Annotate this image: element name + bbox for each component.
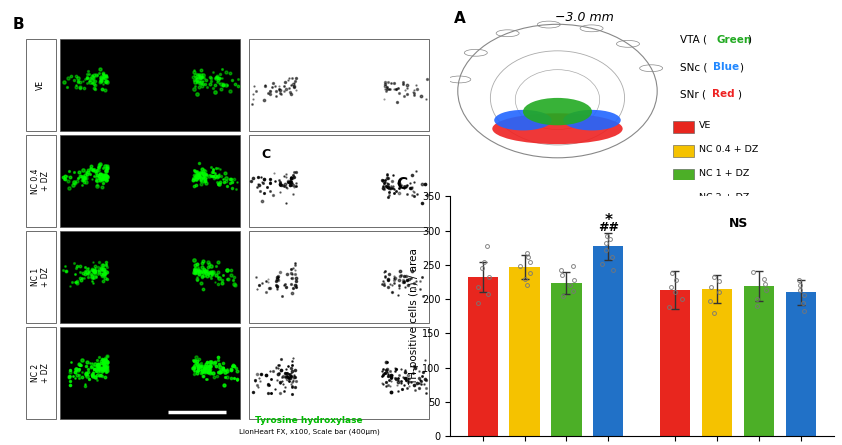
FancyBboxPatch shape: [673, 193, 694, 205]
Ellipse shape: [494, 110, 552, 130]
Text: VE: VE: [36, 80, 45, 90]
FancyBboxPatch shape: [249, 135, 429, 227]
Text: A: A: [454, 11, 466, 26]
FancyBboxPatch shape: [673, 145, 694, 157]
Bar: [509, 267, 540, 436]
Ellipse shape: [563, 110, 621, 130]
Text: Tyrosine hydroxylase: Tyrosine hydroxylase: [255, 417, 363, 425]
FancyBboxPatch shape: [249, 39, 429, 131]
Text: Red: Red: [712, 89, 734, 100]
FancyBboxPatch shape: [25, 327, 56, 419]
Text: NC 2 + DZ: NC 2 + DZ: [699, 193, 749, 202]
FancyBboxPatch shape: [60, 39, 240, 131]
Bar: [594, 247, 623, 436]
Text: ): ): [737, 89, 741, 100]
Text: LionHeart FX, x100, Scale bar (400μm): LionHeart FX, x100, Scale bar (400μm): [238, 429, 380, 435]
Text: NC 2
+ DZ: NC 2 + DZ: [31, 363, 51, 383]
Text: NC 1
+ DZ: NC 1 + DZ: [31, 267, 51, 287]
Text: Blue: Blue: [713, 62, 739, 72]
FancyBboxPatch shape: [25, 135, 56, 227]
Text: SNr (: SNr (: [680, 89, 706, 100]
Text: C: C: [397, 177, 408, 192]
Bar: [552, 283, 582, 436]
FancyBboxPatch shape: [60, 327, 240, 419]
Text: SNc (: SNc (: [680, 62, 707, 72]
FancyBboxPatch shape: [249, 231, 429, 323]
Text: ): ): [739, 62, 743, 72]
FancyBboxPatch shape: [673, 121, 694, 133]
Text: ): ): [748, 35, 751, 44]
Text: NC 0.4 + DZ: NC 0.4 + DZ: [699, 145, 758, 154]
Bar: [467, 277, 498, 436]
Text: NC 0.4
+ DZ: NC 0.4 + DZ: [31, 168, 51, 194]
Text: VE: VE: [699, 121, 711, 130]
FancyBboxPatch shape: [249, 327, 429, 419]
Ellipse shape: [493, 113, 623, 144]
FancyBboxPatch shape: [60, 135, 240, 227]
Bar: [744, 286, 775, 436]
Text: *: *: [605, 213, 612, 227]
Text: Green: Green: [717, 35, 752, 44]
Text: C: C: [262, 148, 271, 161]
FancyBboxPatch shape: [25, 39, 56, 131]
Text: NC 1 + DZ: NC 1 + DZ: [699, 169, 749, 178]
Bar: [702, 289, 733, 436]
FancyBboxPatch shape: [25, 231, 56, 323]
Text: NS: NS: [728, 217, 748, 231]
Text: −3.0 mm: −3.0 mm: [555, 11, 614, 24]
Bar: [660, 290, 690, 436]
Bar: [786, 292, 816, 436]
Text: ##: ##: [598, 222, 619, 235]
Y-axis label: TH-positive cells (n) / area: TH-positive cells (n) / area: [409, 248, 419, 385]
Text: B: B: [13, 17, 24, 32]
Text: VTA (: VTA (: [680, 35, 707, 44]
FancyBboxPatch shape: [673, 169, 694, 181]
Ellipse shape: [523, 98, 592, 125]
FancyBboxPatch shape: [60, 231, 240, 323]
